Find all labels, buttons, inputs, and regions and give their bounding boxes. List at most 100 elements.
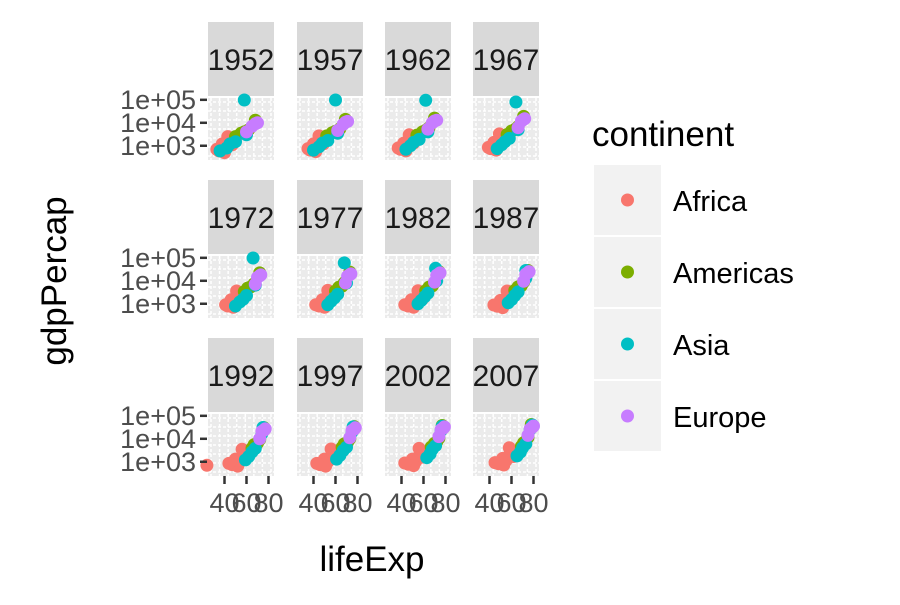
legend-item-africa: Africa [594, 165, 748, 235]
facet-panel-1967: 1967 [473, 22, 540, 160]
panel-points [210, 93, 264, 160]
data-point-asia [315, 136, 329, 150]
data-point-europe [436, 421, 450, 435]
data-point-asia [516, 441, 529, 455]
data-point-asia [245, 445, 259, 459]
y-axis-title: gdpPercap [35, 196, 74, 365]
facet-strip-label: 1977 [297, 202, 364, 235]
legend-label: Africa [673, 186, 748, 218]
y-tick-label: 1e+05 [120, 401, 196, 431]
facet-strip-label: 1972 [208, 202, 275, 235]
legend-key-point [621, 409, 634, 423]
data-point-europe [253, 269, 267, 283]
y-tick-label: 1e+04 [120, 108, 196, 138]
data-point-asia [419, 93, 433, 107]
data-point-africa [412, 441, 426, 455]
data-point-asia [307, 143, 320, 157]
panel-points [310, 420, 362, 473]
facet-strip [297, 338, 363, 412]
facet-strip-label: 1982 [385, 202, 452, 235]
facet-panels: 1952 1957 1962 1967 1972 1977 1982 1987 1992 1997… [200, 22, 540, 476]
x-tick-label: 60 [408, 488, 438, 518]
data-point-africa [219, 298, 233, 312]
data-point-europe [517, 112, 531, 126]
legend-title: continent [592, 115, 734, 154]
data-point-africa [398, 298, 412, 312]
facet-panel-1972: 1972 [208, 180, 275, 318]
facet-panel-2007: 2007 [473, 338, 540, 476]
facet-strip [297, 180, 363, 254]
y-tick-label: 1e+03 [120, 289, 196, 319]
data-point-asia [329, 93, 342, 107]
data-point-africa [487, 298, 501, 312]
data-point-africa [398, 456, 412, 470]
panel-points [488, 418, 540, 472]
facet-panel-1952: 1952 [208, 22, 275, 160]
facet-strip-label: 2002 [385, 360, 452, 393]
y-axes: 1e+031e+041e+051e+031e+041e+051e+031e+04… [120, 85, 207, 477]
facet-strip-label: 1967 [473, 44, 540, 77]
y-tick-label: 1e+03 [120, 131, 196, 161]
x-tick-label: 40 [386, 488, 416, 518]
legend-item-asia: Asia [594, 309, 730, 379]
facet-strip [208, 22, 274, 96]
legend-item-americas: Americas [594, 237, 794, 307]
data-point-europe [428, 114, 441, 128]
panel-points [301, 93, 355, 159]
x-tick-label: 40 [209, 488, 239, 518]
data-point-asia [223, 137, 237, 151]
facet-panel-1997: 1997 [297, 338, 364, 476]
panel-points [200, 421, 272, 473]
facet-panel-1992: 1992 [200, 338, 274, 476]
x-tick-label: 80 [253, 488, 283, 518]
legend-item-europe: Europe [594, 381, 767, 451]
y-tick-label: 1e+05 [120, 85, 196, 115]
panel-points [309, 256, 358, 314]
panel-points [487, 264, 536, 315]
facet-strip [385, 22, 451, 96]
legend: continent Africa Americas Asia Europe [592, 115, 794, 451]
facet-strip [473, 338, 539, 412]
legend-key-point [621, 193, 634, 207]
facet-strip [473, 180, 539, 254]
data-point-europe [525, 420, 539, 434]
data-point-europe [347, 422, 361, 436]
y-tick-label: 1e+05 [120, 243, 196, 273]
data-point-africa [309, 298, 323, 312]
data-point-asia [237, 93, 251, 107]
data-point-asia [425, 442, 439, 456]
x-tick-label: 60 [496, 488, 526, 518]
data-point-europe [248, 117, 262, 131]
panel-points [481, 95, 532, 157]
x-tick-label: 80 [430, 488, 460, 518]
facet-strip-label: 1952 [208, 44, 275, 77]
legend-label: Asia [673, 330, 730, 362]
facet-panel-1957: 1957 [297, 22, 364, 160]
facet-strip-label: 1957 [297, 44, 364, 77]
legend-label: Europe [673, 402, 767, 434]
x-tick-label: 80 [342, 488, 372, 518]
facet-strip-label: 1997 [297, 360, 364, 393]
data-point-asia [418, 290, 432, 304]
data-point-asia [508, 289, 522, 302]
y-tick-label: 1e+03 [120, 447, 196, 477]
facet-strip [385, 338, 451, 412]
facet-panel-1987: 1987 [473, 180, 540, 318]
data-point-europe [257, 423, 271, 437]
data-point-asia [498, 135, 512, 149]
x-tick-label: 60 [320, 488, 350, 518]
x-tick-label: 40 [474, 488, 504, 518]
facet-strip [208, 338, 274, 412]
data-point-africa [222, 456, 236, 470]
x-tick-label: 40 [298, 488, 328, 518]
facet-strip-label: 1962 [385, 44, 452, 77]
panel-points [391, 93, 444, 158]
facet-panel-1962: 1962 [385, 22, 452, 160]
facet-strip-label: 1987 [473, 202, 540, 235]
data-point-europe [331, 124, 345, 137]
